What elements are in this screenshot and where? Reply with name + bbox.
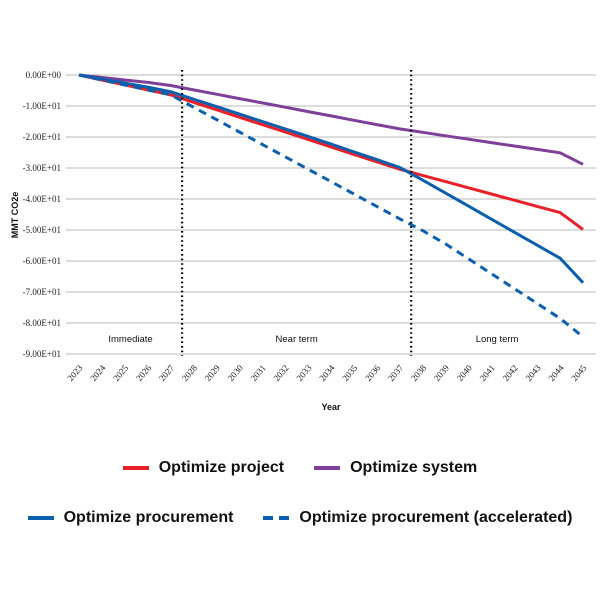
legend-swatch-optimize-procurement-accelerated (263, 516, 290, 520)
y-axis-ticks: 0.00E+00 -1.00E+01 -2.00E+01 -3.00E+01 -4.00… (23, 70, 62, 359)
x-tick-label: 2032 (271, 363, 290, 383)
period-dividers (180, 70, 413, 356)
y-tick-label: -5.00E+01 (23, 225, 61, 235)
series-line-optimize-project (78, 73, 584, 231)
legend-label: Optimize system (350, 459, 478, 476)
x-tick-label: 2044 (546, 362, 566, 383)
period-labels: Immediate Near term Long term (108, 334, 518, 345)
x-tick-label: 2045 (569, 362, 589, 383)
legend-label: Optimize procurement (63, 509, 234, 526)
gridlines (66, 74, 596, 355)
x-tick-label: 2036 (363, 362, 383, 383)
legend-item-optimize-procurement-accelerated: Optimize procurement (accelerated) (263, 509, 572, 527)
y-tick-label: -9.00E+01 (23, 349, 61, 359)
x-tick-label: 2031 (249, 363, 268, 383)
x-tick-label: 2042 (501, 363, 520, 383)
series-lines (78, 73, 585, 339)
x-tick-label: 2033 (294, 362, 314, 383)
x-tick-label: 2039 (432, 362, 452, 383)
x-tick-label: 2043 (523, 362, 543, 383)
x-tick-label: 2023 (65, 362, 85, 383)
legend-item-optimize-procurement: Optimize procurement (27, 509, 234, 527)
x-tick-label: 2040 (455, 362, 475, 383)
period-label: Immediate (108, 334, 152, 345)
legend-swatch-optimize-system (314, 466, 341, 470)
x-tick-label: 2035 (340, 362, 360, 383)
legend-item-optimize-system: Optimize system (314, 459, 477, 477)
series-line-optimize-procurement (78, 73, 585, 284)
series-line-optimize-procurement-accelerated (78, 73, 584, 339)
period-label: Long term (476, 334, 519, 345)
y-axis-label: MMT CO2e (10, 192, 20, 239)
series-line-optimize-system (78, 73, 584, 166)
x-tick-label: 2024 (88, 362, 108, 383)
x-axis-label: Year (321, 402, 341, 412)
legend-label: Optimize procurement (accelerated) (299, 509, 573, 526)
period-label: Near term (276, 334, 318, 345)
y-tick-label: -6.00E+01 (23, 256, 61, 266)
y-tick-label: -3.00E+01 (23, 163, 61, 173)
legend-label: Optimize project (158, 459, 285, 476)
legend-row-2: Optimize procurement Optimize procuremen… (0, 509, 600, 527)
y-tick-label: -8.00E+01 (23, 318, 61, 328)
x-tick-label: 2038 (409, 362, 429, 383)
y-tick-label: 0.00E+00 (26, 70, 62, 80)
x-tick-label: 2025 (111, 362, 131, 383)
y-tick-label: -2.00E+01 (23, 132, 61, 142)
x-tick-label: 2028 (180, 362, 200, 383)
y-tick-label: -4.00E+01 (23, 194, 61, 204)
legend-row-1: Optimize project Optimize system (0, 459, 600, 477)
y-tick-label: -1.00E+01 (23, 101, 61, 111)
x-tick-label: 2034 (317, 362, 337, 383)
legend-swatch-optimize-procurement (27, 516, 54, 520)
x-tick-label: 2041 (478, 363, 497, 383)
x-tick-label: 2037 (386, 362, 406, 383)
x-axis-ticks: 2023 2024 2025 2026 2027 2028 2029 2030 2031 2032… (65, 362, 589, 383)
x-tick-label: 2026 (134, 362, 154, 383)
x-tick-label: 2029 (203, 362, 223, 383)
y-tick-label: -7.00E+01 (23, 287, 61, 297)
x-tick-label: 2027 (157, 362, 177, 383)
legend-item-optimize-project: Optimize project (122, 459, 285, 477)
x-tick-label: 2030 (226, 362, 246, 383)
legend-swatch-optimize-project (122, 466, 149, 470)
